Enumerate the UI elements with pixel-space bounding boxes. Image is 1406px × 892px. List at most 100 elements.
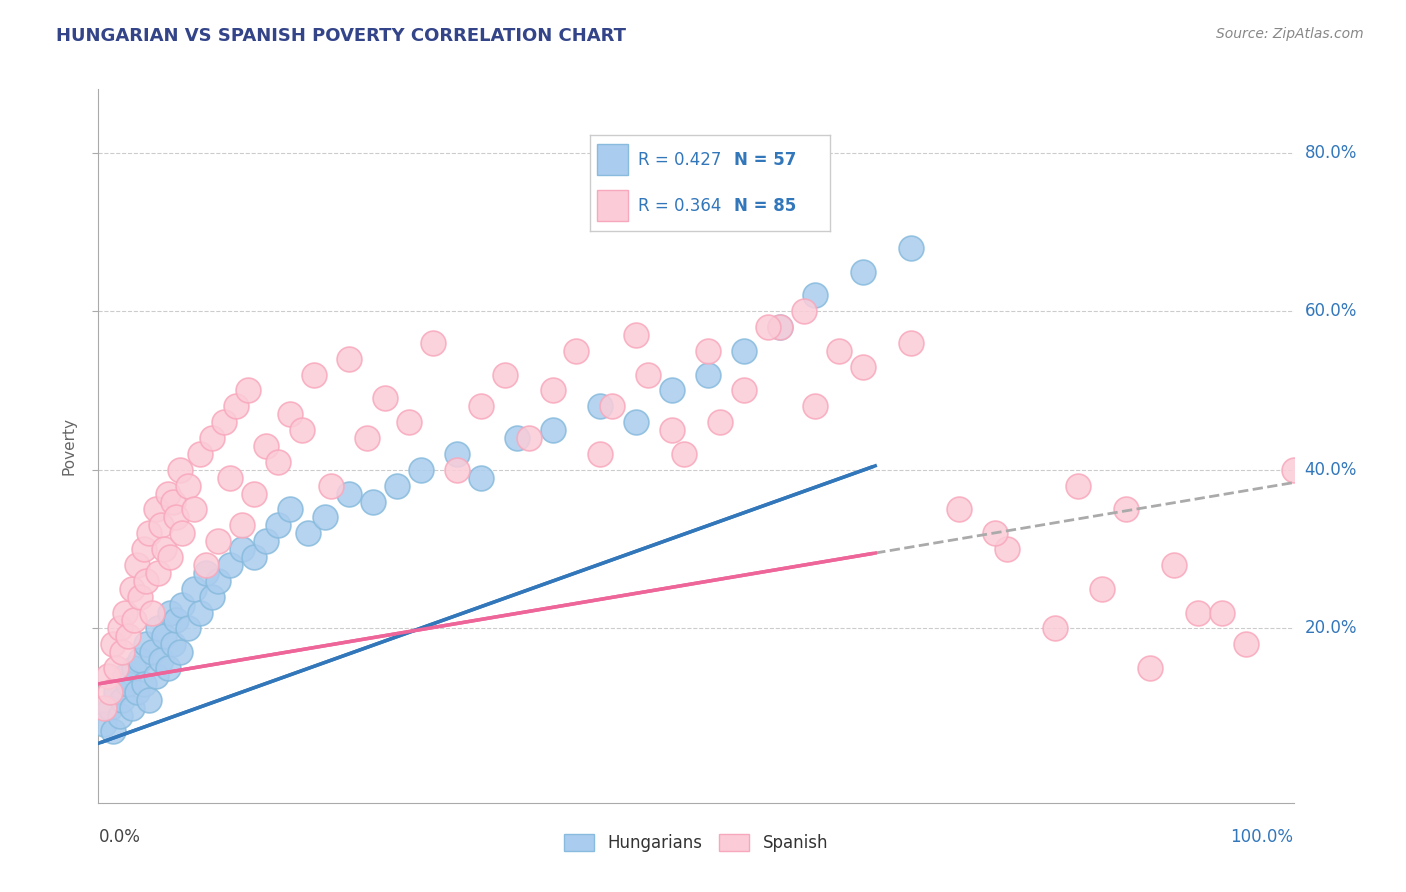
- Point: [541, 384, 564, 398]
- Point: [149, 653, 172, 667]
- Point: [132, 677, 155, 691]
- Point: [470, 400, 492, 414]
- Point: [225, 400, 247, 414]
- Point: [111, 645, 134, 659]
- Point: [1234, 637, 1257, 651]
- Point: [385, 478, 409, 492]
- Point: [129, 653, 152, 667]
- Point: [297, 526, 319, 541]
- Text: N = 57: N = 57: [734, 151, 796, 169]
- Point: [156, 661, 179, 675]
- Point: [1091, 582, 1114, 596]
- Point: [108, 621, 131, 635]
- FancyBboxPatch shape: [598, 145, 628, 175]
- Point: [145, 502, 167, 516]
- Point: [828, 343, 851, 358]
- Point: [145, 669, 167, 683]
- Point: [207, 574, 229, 588]
- Point: [219, 471, 242, 485]
- Point: [98, 700, 122, 714]
- Point: [339, 351, 361, 366]
- Point: [565, 343, 588, 358]
- Point: [697, 343, 720, 358]
- Point: [236, 384, 259, 398]
- Point: [900, 335, 922, 350]
- FancyBboxPatch shape: [598, 190, 628, 221]
- Point: [589, 400, 612, 414]
- Point: [125, 685, 148, 699]
- Point: [626, 415, 648, 429]
- Point: [121, 582, 143, 596]
- Point: [169, 463, 191, 477]
- Point: [159, 549, 181, 564]
- Point: [135, 574, 157, 588]
- Point: [804, 400, 827, 414]
- Point: [804, 288, 827, 302]
- Point: [101, 637, 124, 651]
- Point: [1163, 558, 1185, 572]
- Point: [117, 629, 139, 643]
- Point: [121, 700, 143, 714]
- Point: [149, 518, 172, 533]
- Point: [97, 669, 120, 683]
- Point: [517, 431, 540, 445]
- Point: [93, 700, 115, 714]
- Point: [321, 478, 343, 492]
- Point: [188, 606, 211, 620]
- Point: [153, 542, 176, 557]
- Point: [589, 447, 612, 461]
- Point: [207, 534, 229, 549]
- Point: [165, 614, 187, 628]
- Point: [177, 621, 200, 635]
- Point: [852, 264, 875, 278]
- Point: [995, 542, 1018, 557]
- Point: [768, 320, 790, 334]
- Text: R = 0.427: R = 0.427: [638, 151, 721, 169]
- Text: Source: ZipAtlas.com: Source: ZipAtlas.com: [1216, 27, 1364, 41]
- Point: [494, 368, 516, 382]
- Text: 80.0%: 80.0%: [1305, 144, 1357, 161]
- Point: [212, 415, 235, 429]
- Point: [135, 637, 157, 651]
- Point: [231, 542, 253, 557]
- Point: [124, 661, 146, 675]
- Point: [541, 423, 564, 437]
- Point: [278, 407, 301, 421]
- Point: [291, 423, 314, 437]
- Point: [1211, 606, 1233, 620]
- Point: [98, 685, 122, 699]
- Point: [363, 494, 385, 508]
- Point: [172, 526, 194, 541]
- Point: [141, 645, 163, 659]
- Point: [108, 708, 131, 723]
- Point: [188, 447, 211, 461]
- Point: [169, 645, 191, 659]
- Point: [114, 669, 136, 683]
- Point: [422, 335, 444, 350]
- Point: [162, 494, 184, 508]
- Text: N = 85: N = 85: [734, 196, 796, 215]
- Point: [114, 606, 136, 620]
- Point: [138, 526, 160, 541]
- Point: [602, 400, 624, 414]
- Point: [1115, 502, 1137, 516]
- Point: [1187, 606, 1209, 620]
- Text: HUNGARIAN VS SPANISH POVERTY CORRELATION CHART: HUNGARIAN VS SPANISH POVERTY CORRELATION…: [56, 27, 626, 45]
- Point: [195, 558, 218, 572]
- Point: [111, 692, 134, 706]
- Point: [948, 502, 970, 516]
- Point: [105, 661, 128, 675]
- Point: [793, 304, 815, 318]
- Point: [156, 486, 179, 500]
- Point: [733, 384, 755, 398]
- Text: 60.0%: 60.0%: [1305, 302, 1357, 320]
- Point: [984, 526, 1007, 541]
- Point: [141, 606, 163, 620]
- Point: [506, 431, 529, 445]
- Point: [267, 518, 290, 533]
- Point: [470, 471, 492, 485]
- Point: [852, 359, 875, 374]
- Point: [129, 590, 152, 604]
- Point: [165, 510, 187, 524]
- Point: [124, 614, 146, 628]
